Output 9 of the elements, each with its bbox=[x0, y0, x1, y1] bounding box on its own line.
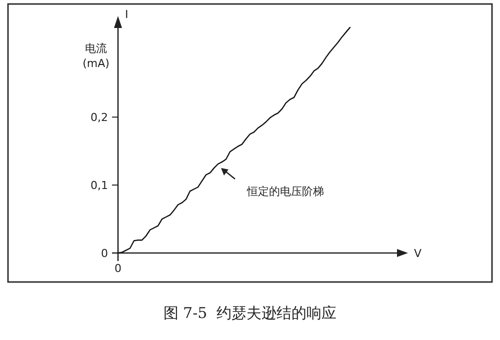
y-tick-label: 0,2 bbox=[90, 111, 108, 124]
text: 图 7-5 约瑟夫逊结的响应 bbox=[163, 304, 337, 322]
y-tick-label: 0 bbox=[101, 247, 108, 260]
annotation: 恒定的电压阶梯 bbox=[246, 185, 324, 198]
text: V bbox=[414, 247, 422, 260]
line-series bbox=[117, 26, 351, 254]
y-tick-label: 0,1 bbox=[90, 179, 108, 192]
y-axis-title: 电流 (mA) bbox=[82, 42, 110, 70]
text: I bbox=[125, 8, 128, 21]
